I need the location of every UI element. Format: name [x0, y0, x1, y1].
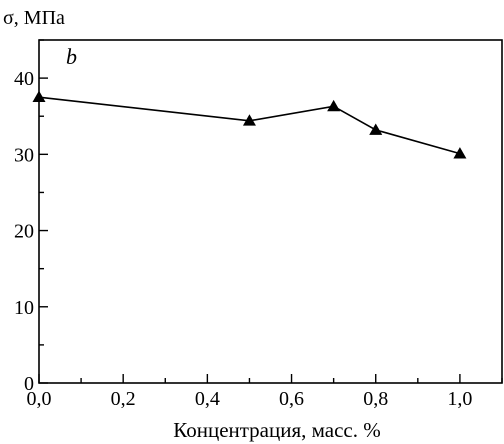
y-axis-ticks: 0 10 20 30 40: [14, 39, 48, 395]
y-tick-label: 30: [14, 144, 34, 166]
data-point-triangle: [369, 123, 383, 135]
data-point-triangle: [453, 147, 467, 159]
y-tick-label: 10: [14, 297, 34, 319]
series-layer: [32, 90, 467, 159]
y-tick-label: 0: [24, 373, 34, 395]
x-axis-ticks: 0,0 0,2 0,4 0,6 0,8 1,0: [27, 374, 503, 410]
panel-label: b: [66, 44, 77, 69]
data-point-triangle: [327, 99, 341, 112]
x-axis-label: Концентрация, масс. %: [173, 418, 381, 442]
y-tick-label: 20: [14, 221, 34, 243]
y-tick-label: 40: [14, 68, 34, 90]
data-point-triangle: [242, 114, 256, 126]
x-tick-label: 0,8: [363, 388, 388, 410]
x-tick-label: 0,2: [111, 388, 136, 410]
x-tick-label: 0,0: [27, 388, 52, 410]
plot-frame: [38, 39, 503, 384]
x-tick-label: 0,6: [279, 388, 304, 410]
data-point-triangle: [32, 90, 46, 103]
y-axis-label: σ, МПа: [3, 7, 65, 29]
x-tick-label: 1,0: [447, 388, 472, 410]
x-tick-label: 0,4: [195, 388, 220, 410]
